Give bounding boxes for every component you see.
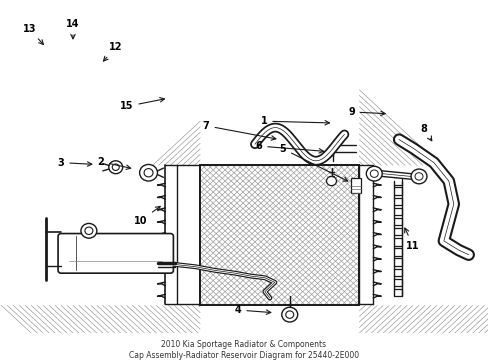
Circle shape: [366, 166, 382, 181]
Circle shape: [81, 224, 97, 238]
Text: 2: 2: [97, 157, 130, 170]
Circle shape: [414, 173, 422, 180]
Text: 12: 12: [103, 42, 122, 61]
Text: 13: 13: [22, 24, 43, 45]
Circle shape: [369, 170, 377, 177]
Text: 10: 10: [134, 206, 160, 226]
Text: 1: 1: [260, 116, 329, 126]
Circle shape: [410, 169, 426, 184]
Text: 3: 3: [58, 158, 92, 168]
FancyBboxPatch shape: [58, 234, 173, 273]
Circle shape: [139, 165, 157, 181]
Circle shape: [85, 227, 93, 234]
Polygon shape: [200, 165, 359, 305]
Bar: [351, 178, 361, 193]
Text: 11: 11: [404, 228, 419, 251]
Circle shape: [285, 311, 293, 318]
Text: 9: 9: [347, 107, 385, 117]
Text: 7: 7: [203, 121, 275, 140]
Text: 5: 5: [279, 144, 347, 181]
Circle shape: [144, 168, 153, 177]
Circle shape: [281, 307, 297, 322]
Circle shape: [326, 176, 336, 186]
Text: 4: 4: [234, 305, 270, 315]
Text: 8: 8: [420, 123, 431, 141]
Text: 14: 14: [66, 19, 80, 39]
Circle shape: [108, 161, 122, 174]
Text: 2010 Kia Sportage Radiator & Components
Cap Assembly-Radiator Reservoir Diagram : 2010 Kia Sportage Radiator & Components …: [129, 341, 358, 360]
Circle shape: [112, 164, 119, 170]
Text: 15: 15: [120, 98, 164, 111]
Text: 6: 6: [255, 141, 323, 153]
